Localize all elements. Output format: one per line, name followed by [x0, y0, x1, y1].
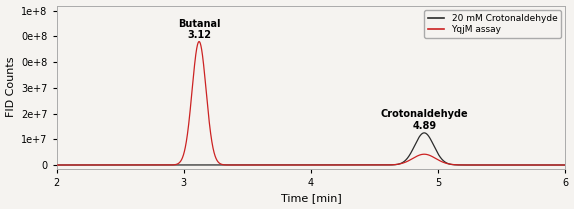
Text: Butanal
3.12: Butanal 3.12 — [178, 19, 220, 40]
Legend: 20 mM Crotonaldehyde, YqjM assay: 20 mM Crotonaldehyde, YqjM assay — [424, 10, 561, 38]
X-axis label: Time [min]: Time [min] — [281, 194, 342, 203]
Y-axis label: FID Counts: FID Counts — [6, 57, 15, 117]
Text: Crotonaldehyde
4.89: Crotonaldehyde 4.89 — [381, 110, 468, 131]
